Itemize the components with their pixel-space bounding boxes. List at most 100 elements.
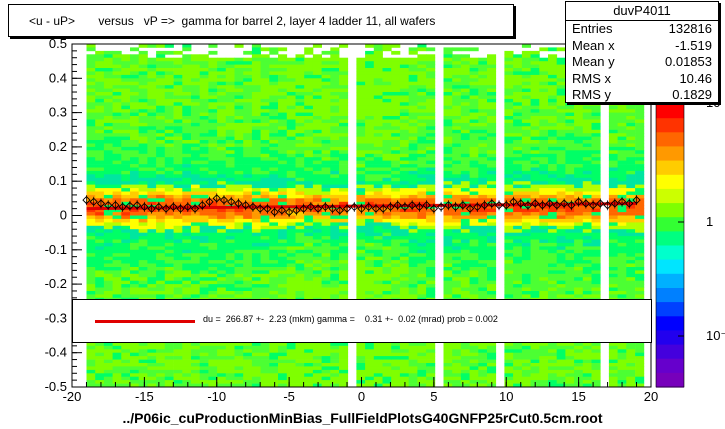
heatmap-cell — [539, 188, 549, 192]
heatmap-cell — [217, 246, 227, 251]
heatmap-cell — [312, 116, 322, 120]
heatmap-cell — [191, 208, 201, 213]
heatmap-cell — [121, 198, 131, 203]
heatmap-cell — [399, 215, 409, 220]
heatmap-cell — [330, 273, 340, 278]
heatmap-cell — [95, 136, 105, 141]
heatmap-cell — [330, 263, 340, 268]
heatmap-cell — [443, 92, 453, 96]
heatmap-cell — [548, 105, 558, 110]
heatmap-cell — [269, 78, 279, 83]
heatmap-cell — [278, 383, 288, 388]
heatmap-cell — [260, 373, 270, 378]
heatmap-cell — [469, 239, 479, 244]
heatmap-cell — [417, 212, 427, 216]
heatmap-cell — [530, 256, 540, 261]
heatmap-cell — [321, 246, 331, 251]
heatmap-cell — [251, 212, 261, 216]
heatmap-cell — [86, 212, 96, 216]
heatmap-cell — [208, 88, 218, 93]
heatmap-cell — [173, 153, 183, 158]
heatmap-cell — [156, 102, 166, 107]
heatmap-cell — [417, 105, 427, 110]
heatmap-cell — [339, 294, 349, 299]
heatmap-cell — [391, 85, 401, 89]
heatmap-cell — [539, 194, 549, 199]
heatmap-cell — [191, 369, 201, 374]
heatmap-cell — [199, 222, 209, 227]
heatmap-cell — [373, 246, 383, 251]
heatmap-cell — [356, 109, 366, 113]
heatmap-cell — [121, 150, 131, 155]
heatmap-cell — [217, 95, 227, 100]
heatmap-cell — [426, 98, 436, 103]
heatmap-cell — [460, 366, 470, 371]
heatmap-cell — [417, 153, 427, 158]
heatmap-cell — [339, 267, 349, 271]
heatmap-cell — [452, 273, 462, 278]
heatmap-cell — [521, 88, 531, 93]
heatmap-cell — [95, 126, 105, 131]
heatmap-cell — [234, 287, 244, 292]
heatmap-cell — [191, 174, 201, 179]
heatmap-cell — [130, 349, 140, 354]
heatmap-cell — [164, 232, 174, 237]
heatmap-cell — [208, 184, 218, 189]
heatmap-cell — [121, 369, 131, 374]
heatmap-cell — [278, 153, 288, 158]
heatmap-cell — [426, 201, 436, 206]
heatmap-cell — [112, 119, 122, 124]
heatmap-cell — [269, 342, 279, 347]
heatmap-cell — [182, 136, 192, 141]
heatmap-cell — [103, 170, 113, 175]
heatmap-cell — [217, 191, 227, 196]
heatmap-cell — [182, 294, 192, 299]
heatmap-cell — [321, 92, 331, 96]
heatmap-cell — [95, 174, 105, 179]
heatmap-cell — [487, 122, 497, 127]
heatmap-cell — [95, 54, 105, 59]
heatmap-cell — [548, 356, 558, 360]
heatmap-cell — [382, 85, 392, 89]
heatmap-cell — [251, 267, 261, 271]
heatmap-cell — [269, 352, 279, 357]
heatmap-cell — [86, 188, 96, 192]
heatmap-cell — [460, 277, 470, 281]
heatmap-cell — [530, 88, 540, 93]
heatmap-cell — [469, 256, 479, 261]
heatmap-cell — [373, 160, 383, 165]
heatmap-cell — [426, 188, 436, 192]
heatmap-cell — [121, 212, 131, 216]
heatmap-cell — [452, 291, 462, 295]
heatmap-cell — [199, 68, 209, 72]
heatmap-cell — [191, 359, 201, 364]
heatmap-cell — [260, 225, 270, 230]
heatmap-cell — [339, 167, 349, 172]
heatmap-cell — [147, 102, 157, 107]
heatmap-cell — [138, 164, 148, 168]
heatmap-cell — [260, 119, 270, 124]
heatmap-cell — [199, 143, 209, 148]
heatmap-cell — [417, 352, 427, 357]
heatmap-cell — [147, 177, 157, 182]
heatmap-cell — [217, 359, 227, 364]
heatmap-cell — [112, 273, 122, 278]
heatmap-cell — [147, 249, 157, 254]
heatmap-cell — [521, 349, 531, 354]
heatmap-cell — [469, 146, 479, 151]
heatmap-cell — [426, 191, 436, 196]
heatmap-cell — [295, 363, 305, 367]
heatmap-cell — [330, 359, 340, 364]
heatmap-cell — [251, 342, 261, 347]
heatmap-cell — [356, 287, 366, 292]
heatmap-cell — [321, 380, 331, 384]
heatmap-cell — [530, 119, 540, 124]
heatmap-cell — [286, 116, 296, 120]
heatmap-cell — [452, 191, 462, 196]
heatmap-cell — [330, 369, 340, 374]
heatmap-cell — [304, 242, 314, 247]
heatmap-cell — [478, 129, 488, 134]
heatmap-cell — [156, 112, 166, 117]
heatmap-cell — [321, 273, 331, 278]
heatmap-cell — [513, 81, 523, 86]
